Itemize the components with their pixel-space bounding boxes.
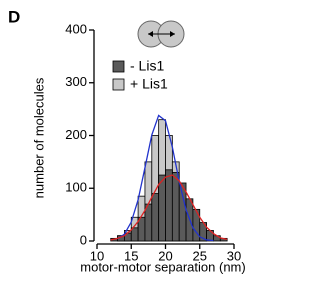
panel-label: D xyxy=(8,7,20,26)
y-axis-label: number of molecules xyxy=(31,77,46,198)
y-tick-label: 200 xyxy=(65,127,87,142)
bar xyxy=(152,194,159,241)
x-tick-label: 15 xyxy=(124,248,138,263)
x-tick-label: 25 xyxy=(193,248,207,263)
bar xyxy=(179,183,186,241)
y-tick-label: 300 xyxy=(65,74,87,89)
inset-icon xyxy=(138,21,184,47)
chart: D motor-motor separation (nm) number of … xyxy=(0,0,264,293)
y-tick-label: 100 xyxy=(65,180,87,195)
x-tick-label: 30 xyxy=(227,248,241,263)
x-tick-label: 20 xyxy=(158,248,172,263)
y-tick-label: 400 xyxy=(65,21,87,36)
legend-label: - Lis1 xyxy=(130,58,164,74)
y-tick-label: 0 xyxy=(80,232,87,247)
legend-swatch xyxy=(113,79,124,90)
bar xyxy=(131,228,138,241)
x-tick-label: 10 xyxy=(90,248,104,263)
bar xyxy=(166,170,173,241)
bar xyxy=(172,172,179,241)
legend-label: + Lis1 xyxy=(130,76,168,92)
legend-swatch xyxy=(113,61,124,72)
bar xyxy=(159,175,166,241)
